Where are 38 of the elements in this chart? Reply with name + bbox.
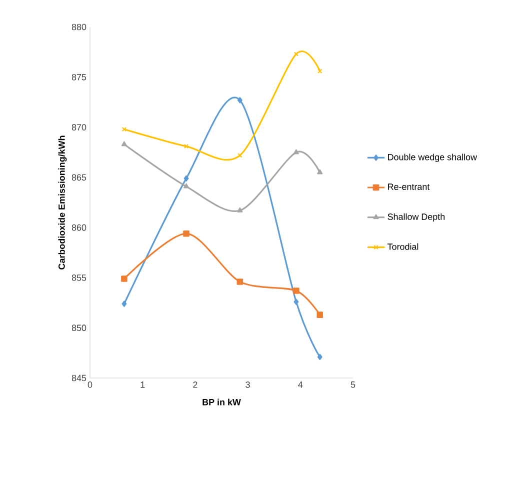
y-tick-label: 855 (72, 274, 86, 281)
y-tick-label: 860 (72, 224, 86, 231)
point (317, 354, 322, 360)
x-axis-title: BP in kW (202, 398, 241, 406)
point (183, 183, 190, 188)
y-tick-label: 870 (72, 124, 86, 130)
legend-label: Double wedge shallow (388, 154, 478, 162)
y-axis-title: Carbodioxide Emissioning/kWh (58, 136, 67, 270)
point (184, 144, 189, 149)
y-tick-label: 850 (72, 324, 86, 332)
point (317, 169, 323, 174)
point (237, 97, 242, 104)
point (236, 278, 244, 285)
point (237, 207, 243, 212)
y-tick-label: 880 (72, 24, 86, 30)
point (293, 288, 300, 294)
y-tick-label: 875 (72, 74, 86, 80)
point (238, 152, 242, 158)
legend-label: Torodial (388, 243, 418, 250)
x-tick-label: 1 (140, 382, 145, 388)
legend-label: Re-entrant (388, 184, 430, 190)
y-tick-label: 865 (72, 174, 86, 181)
x-tick-label: 0 (88, 382, 92, 388)
legend-label: Shallow Depth (388, 213, 445, 222)
x-tick-label: 5 (350, 382, 356, 388)
point (293, 149, 299, 154)
x-tick-label: 4 (298, 382, 303, 388)
point (122, 300, 127, 307)
point (316, 312, 324, 318)
x-tick-label: 2 (193, 382, 198, 388)
point (294, 298, 299, 305)
point (121, 276, 128, 282)
point (184, 175, 189, 182)
y-tick-label: 845 (72, 374, 86, 382)
point (294, 52, 299, 56)
point (183, 230, 190, 237)
point (121, 141, 127, 146)
x-tick-label: 3 (246, 382, 250, 388)
